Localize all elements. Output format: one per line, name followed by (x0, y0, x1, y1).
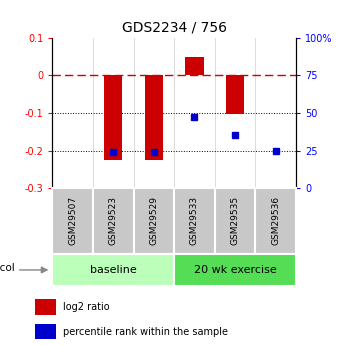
Text: GSM29535: GSM29535 (231, 196, 240, 245)
Bar (215, 188, 256, 254)
Bar (145, 76, 163, 159)
Text: GSM29529: GSM29529 (149, 196, 158, 245)
Bar (93, 188, 134, 254)
Text: GSM29536: GSM29536 (271, 196, 280, 245)
Title: GDS2234 / 756: GDS2234 / 756 (122, 20, 227, 34)
Bar (266, 75, 285, 76)
Bar (134, 188, 174, 254)
Bar (256, 188, 296, 254)
Bar (185, 58, 204, 76)
Text: GSM29507: GSM29507 (68, 196, 77, 245)
Text: baseline: baseline (90, 265, 137, 275)
Text: 20 wk exercise: 20 wk exercise (194, 265, 277, 275)
Bar (52, 254, 174, 286)
Text: GSM29523: GSM29523 (109, 196, 118, 245)
Text: protocol: protocol (0, 263, 15, 273)
Bar (35, 299, 56, 315)
Text: GSM29533: GSM29533 (190, 196, 199, 245)
Bar (52, 188, 93, 254)
Bar (35, 324, 56, 339)
Text: log2 ratio: log2 ratio (63, 303, 109, 313)
Bar (64, 75, 82, 76)
Text: percentile rank within the sample: percentile rank within the sample (63, 327, 228, 337)
Bar (104, 76, 122, 159)
Bar (174, 188, 215, 254)
Bar (226, 76, 244, 114)
Bar (174, 254, 296, 286)
